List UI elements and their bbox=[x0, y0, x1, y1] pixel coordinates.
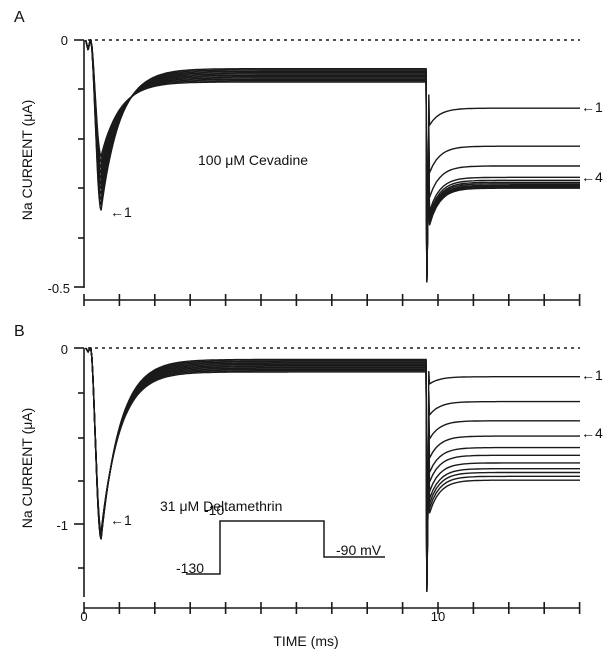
protocol-label-holding: -130 bbox=[176, 560, 204, 576]
panel-b-tail-marker-4: ←4 bbox=[581, 425, 603, 441]
protocol-label-test: -10 bbox=[204, 502, 224, 518]
panel-a-y-tick-0: 0 bbox=[61, 33, 68, 48]
panel-a-tail-marker-1: ←1 bbox=[581, 99, 603, 115]
current-trace bbox=[85, 347, 580, 593]
current-trace bbox=[85, 347, 580, 593]
panel-b-peak-marker: ←1 bbox=[110, 512, 132, 528]
x-tick-10: 10 bbox=[431, 609, 445, 624]
panel-a-peak-marker: ←1 bbox=[110, 204, 132, 220]
current-trace bbox=[85, 347, 580, 593]
panel-b-y-axis-label: Na CURRENT (μA) bbox=[19, 408, 35, 529]
current-trace bbox=[85, 347, 580, 593]
panel-b-y-tick-neg-1: -1 bbox=[56, 518, 68, 533]
panel-b-y-tick-0: 0 bbox=[61, 342, 68, 357]
current-trace bbox=[85, 347, 580, 593]
current-trace bbox=[85, 39, 580, 283]
panel-b-annotation: 31 μM Deltamethrin bbox=[160, 498, 282, 514]
current-trace bbox=[85, 39, 580, 283]
panel-b: B Na CURRENT (μA) 0 -1 31 μM Deltamethri… bbox=[14, 323, 603, 649]
current-trace bbox=[85, 39, 580, 283]
voltage-protocol-trace bbox=[186, 520, 385, 575]
current-trace bbox=[85, 347, 580, 593]
panel-a-y-tick-neg-0-5: -0.5 bbox=[48, 281, 70, 296]
current-trace bbox=[85, 39, 580, 283]
panel-a-annotation: 100 μM Cevadine bbox=[198, 152, 308, 168]
current-trace bbox=[85, 39, 580, 283]
current-trace bbox=[85, 347, 580, 593]
panel-a-tail-marker-4: ←4 bbox=[581, 169, 603, 185]
protocol-label-return: -90 mV bbox=[336, 542, 382, 558]
x-tick-0: 0 bbox=[80, 609, 87, 624]
current-trace bbox=[85, 39, 580, 283]
panel-a-y-axis-label: Na CURRENT (μA) bbox=[19, 100, 35, 221]
panel-b-label: B bbox=[14, 323, 25, 340]
current-trace bbox=[85, 347, 580, 593]
panel-a: A Na CURRENT (μA) 0 -0.5 100 μM Cevadine… bbox=[14, 9, 603, 306]
x-axis-label: TIME (ms) bbox=[273, 633, 338, 649]
current-trace bbox=[85, 39, 580, 283]
panel-a-label: A bbox=[14, 9, 25, 26]
current-trace bbox=[85, 347, 580, 593]
panel-b-tail-marker-1: ←1 bbox=[581, 367, 603, 383]
current-trace bbox=[85, 347, 580, 593]
current-trace bbox=[85, 347, 580, 593]
current-trace bbox=[85, 39, 580, 283]
